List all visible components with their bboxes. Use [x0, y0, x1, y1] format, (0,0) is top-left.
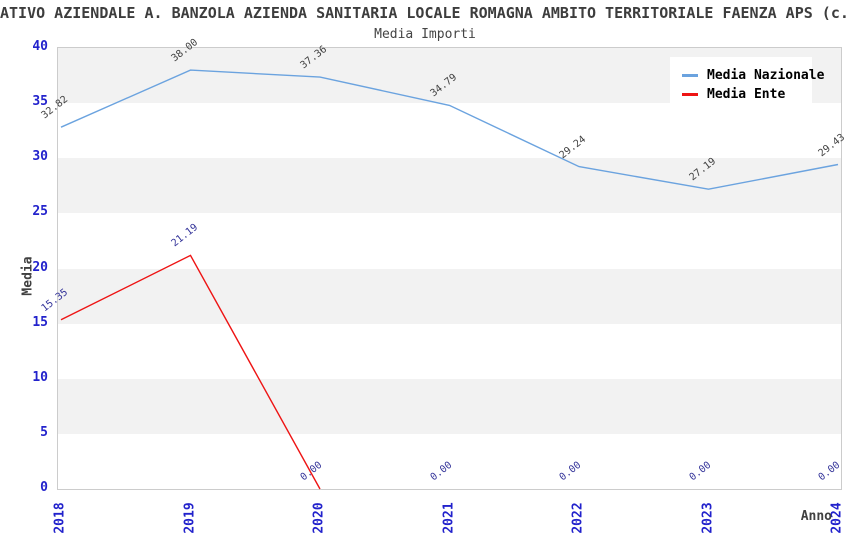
legend-item-media-nazionale: Media Nazionale: [682, 68, 824, 83]
x-tick-label: 2018: [52, 502, 68, 534]
plot-band: [58, 268, 841, 324]
media-nazionale-line: [60, 69, 839, 190]
plot-band: [58, 213, 841, 269]
plot-band: [58, 158, 841, 214]
legend-label-media-ente: Media Ente: [707, 87, 786, 102]
y-tick-label: 40: [32, 39, 48, 54]
plot-band: [58, 378, 841, 434]
y-tick-label: 5: [40, 424, 48, 440]
legend: Media Nazionale Media Ente: [670, 57, 824, 115]
plot-band: [58, 433, 841, 489]
y-tick-label: 35: [32, 94, 48, 110]
y-tick-label: 30: [32, 149, 48, 165]
series-lines: [60, 69, 839, 490]
y-tick-label: 15: [32, 314, 48, 330]
y-tick-label: 10: [32, 369, 48, 385]
x-tick-label: 2019: [182, 502, 197, 534]
y-axis-title: Media: [20, 256, 36, 296]
legend-label-media-nazionale: Media Nazionale: [707, 68, 825, 83]
plot-area: 32.82 38.00 37.36 34.79 29.24 27.19 29.43 15.35…: [40, 37, 847, 490]
y-tick-label: 25: [32, 204, 48, 220]
x-tick-label: 2023: [700, 502, 715, 534]
plot-band: [58, 323, 841, 379]
y-tick-label: 20: [32, 259, 48, 275]
y-tick-label: 0: [40, 480, 48, 495]
media-ente-line: [60, 254, 321, 490]
x-tick-label: 2021: [441, 502, 456, 534]
x-axis-title: Anno: [800, 509, 832, 524]
x-tick-label: 2022: [570, 502, 586, 534]
media-ente-line-swatch: [682, 93, 698, 96]
chart-subtitle: Media Importi: [374, 27, 476, 42]
legend-item-media-ente: Media Ente: [682, 87, 812, 102]
media-nazionale-line-swatch: [682, 74, 698, 77]
chart-title: ATIVO AZIENDALE A. BANZOLA AZIENDA SANIT…: [0, 4, 850, 22]
x-tick-label: 2020: [311, 502, 327, 534]
